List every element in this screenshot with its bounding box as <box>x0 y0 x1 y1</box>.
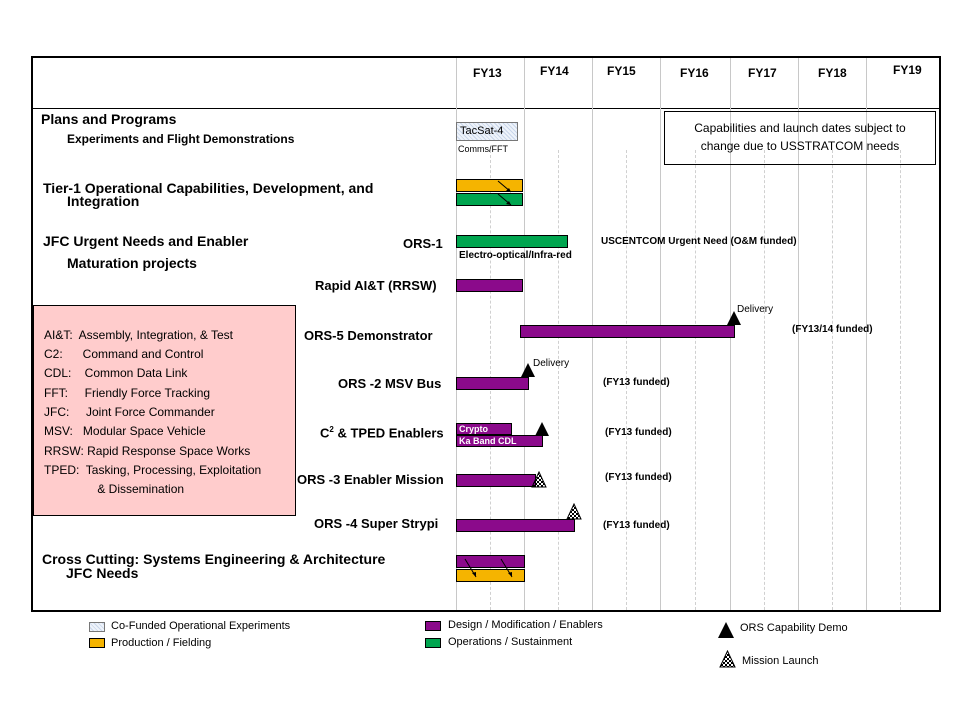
abbr-item: & Dissemination <box>74 482 185 496</box>
tier1-production-bar <box>456 179 523 192</box>
section-experiments: Experiments and Flight Demonstrations <box>67 132 295 146</box>
tier1-operations-bar <box>456 193 523 206</box>
c2-suffix: & TPED Enablers <box>333 425 444 441</box>
c2-sup: 2 <box>329 425 334 434</box>
ors2-delivery: Delivery <box>533 358 570 369</box>
legend-design: Design / Modification / Enablers <box>448 619 603 631</box>
section-tier1: Tier-1 Operational Capabilities, Develop… <box>43 180 374 196</box>
ors4-label: ORS -4 Super Strypi <box>314 516 439 531</box>
c2-prefix: C <box>320 425 330 441</box>
legend-production-swatch <box>89 638 105 648</box>
section-jfc-line2: Maturation projects <box>67 255 197 271</box>
legend-operations-swatch <box>425 638 441 648</box>
cross-design-bar <box>456 555 525 568</box>
tacsat-label: TacSat-4 <box>460 125 504 137</box>
ors5-label: ORS-5 Demonstrator <box>304 328 433 343</box>
ors1-note: USCENTCOM Urgent Need (O&M funded) <box>601 236 797 247</box>
fy-label: FY17 <box>748 66 777 80</box>
abbr-item: AI&T: Assembly, Integration, & Test <box>44 328 233 342</box>
c2-note: (FY13 funded) <box>605 427 672 438</box>
ors5-delivery: Delivery <box>737 304 774 315</box>
ors5-demo-icon <box>727 311 741 325</box>
abbr-item: RRSW: Rapid Response Space Works <box>44 444 251 458</box>
ors3-note: (FY13 funded) <box>605 472 672 483</box>
tacsat-bar <box>456 122 518 141</box>
legend-production: Production / Fielding <box>111 637 212 649</box>
legend-operations: Operations / Sustainment <box>448 636 573 648</box>
legend-launch-icon <box>719 650 736 668</box>
rapid-ait-label: Rapid AI&T (RRSW) <box>315 278 437 293</box>
cross-arrows <box>464 558 513 578</box>
fy-label: FY19 <box>893 63 922 77</box>
quarter-gridline <box>695 150 697 610</box>
header-divider <box>31 108 941 109</box>
ors3-label: ORS -3 Enabler Mission <box>297 472 444 487</box>
ors2-note: (FY13 funded) <box>603 377 670 388</box>
abbr-item: MSV: Modular Space Vehicle <box>44 424 206 438</box>
legend-design-swatch <box>425 621 441 631</box>
c2-tped-label: C2 & TPED Enablers <box>320 425 444 440</box>
year-gridline <box>866 58 867 610</box>
abbr-item: TPED: Tasking, Processing, Exploitation <box>44 463 262 477</box>
fy-label: FY18 <box>818 66 847 80</box>
crypto-bar <box>456 423 512 435</box>
capabilities-note-line2: change due to USSTRATCOM needs <box>700 139 900 153</box>
abbr-item: FFT: Friendly Force Tracking <box>44 386 211 400</box>
c2-demo-icon <box>535 422 549 436</box>
fy-label: FY15 <box>607 64 636 78</box>
ka-band-bar <box>456 435 543 447</box>
ors3-launch-icon <box>531 471 547 488</box>
quarter-gridline <box>558 150 560 610</box>
quarter-gridline <box>764 150 766 610</box>
section-cross: Cross Cutting: Systems Engineering & Arc… <box>42 551 386 567</box>
ors4-note: (FY13 funded) <box>603 520 670 531</box>
legend-launch: Mission Launch <box>742 655 819 667</box>
ors2-label: ORS -2 MSV Bus <box>338 376 442 391</box>
legend-cofunded-swatch <box>89 622 105 632</box>
quarter-gridline <box>832 150 834 610</box>
section-tier1-line2: Integration <box>67 193 140 209</box>
ka-band-label: Ka Band CDL <box>459 436 517 446</box>
rapid-ait-bar <box>456 279 523 292</box>
chart-frame <box>31 56 941 612</box>
year-gridline <box>798 58 799 610</box>
ors3-bar <box>456 474 536 487</box>
fy-label: FY14 <box>540 64 569 78</box>
quarter-gridline <box>900 150 902 610</box>
legend-demo: ORS Capability Demo <box>740 622 848 634</box>
fy-label: FY13 <box>473 66 502 80</box>
tier1-arrows <box>497 180 512 206</box>
abbr-item: JFC: Joint Force Commander <box>44 405 215 419</box>
section-plans: Plans and Programs <box>41 111 177 127</box>
ors2-bar <box>456 377 529 390</box>
capabilities-note-line1: Capabilities and launch dates subject to <box>694 121 906 135</box>
ors1-bar <box>456 235 568 248</box>
ors4-launch-icon <box>566 503 582 520</box>
crypto-label: Crypto <box>459 424 488 434</box>
abbr-item: CDL: Common Data Link <box>44 366 188 380</box>
tacsat-sub: Comms/FFT <box>458 144 508 154</box>
ors1-sub: Electro-optical/Infra-red <box>459 250 572 261</box>
capabilities-note-box: Capabilities and launch dates subject to… <box>664 111 936 165</box>
section-cross-line2: JFC Needs <box>66 565 139 581</box>
quarter-gridline <box>626 150 628 610</box>
year-gridline <box>456 58 457 610</box>
legend-demo-icon <box>718 622 734 638</box>
abbreviations-box: AI&T: Assembly, Integration, & Test C2: … <box>33 305 296 516</box>
legend-cofunded: Co-Funded Operational Experiments <box>111 620 291 632</box>
ors2-demo-icon <box>521 363 535 377</box>
ors1-label: ORS-1 <box>403 236 443 251</box>
section-jfc: JFC Urgent Needs and Enabler <box>43 233 249 249</box>
ors5-note: (FY13/14 funded) <box>792 324 873 335</box>
abbr-item: C2: Command and Control <box>44 347 204 361</box>
fy-label: FY16 <box>680 66 709 80</box>
ors4-bar <box>456 519 575 532</box>
ors5-bar <box>520 325 735 338</box>
